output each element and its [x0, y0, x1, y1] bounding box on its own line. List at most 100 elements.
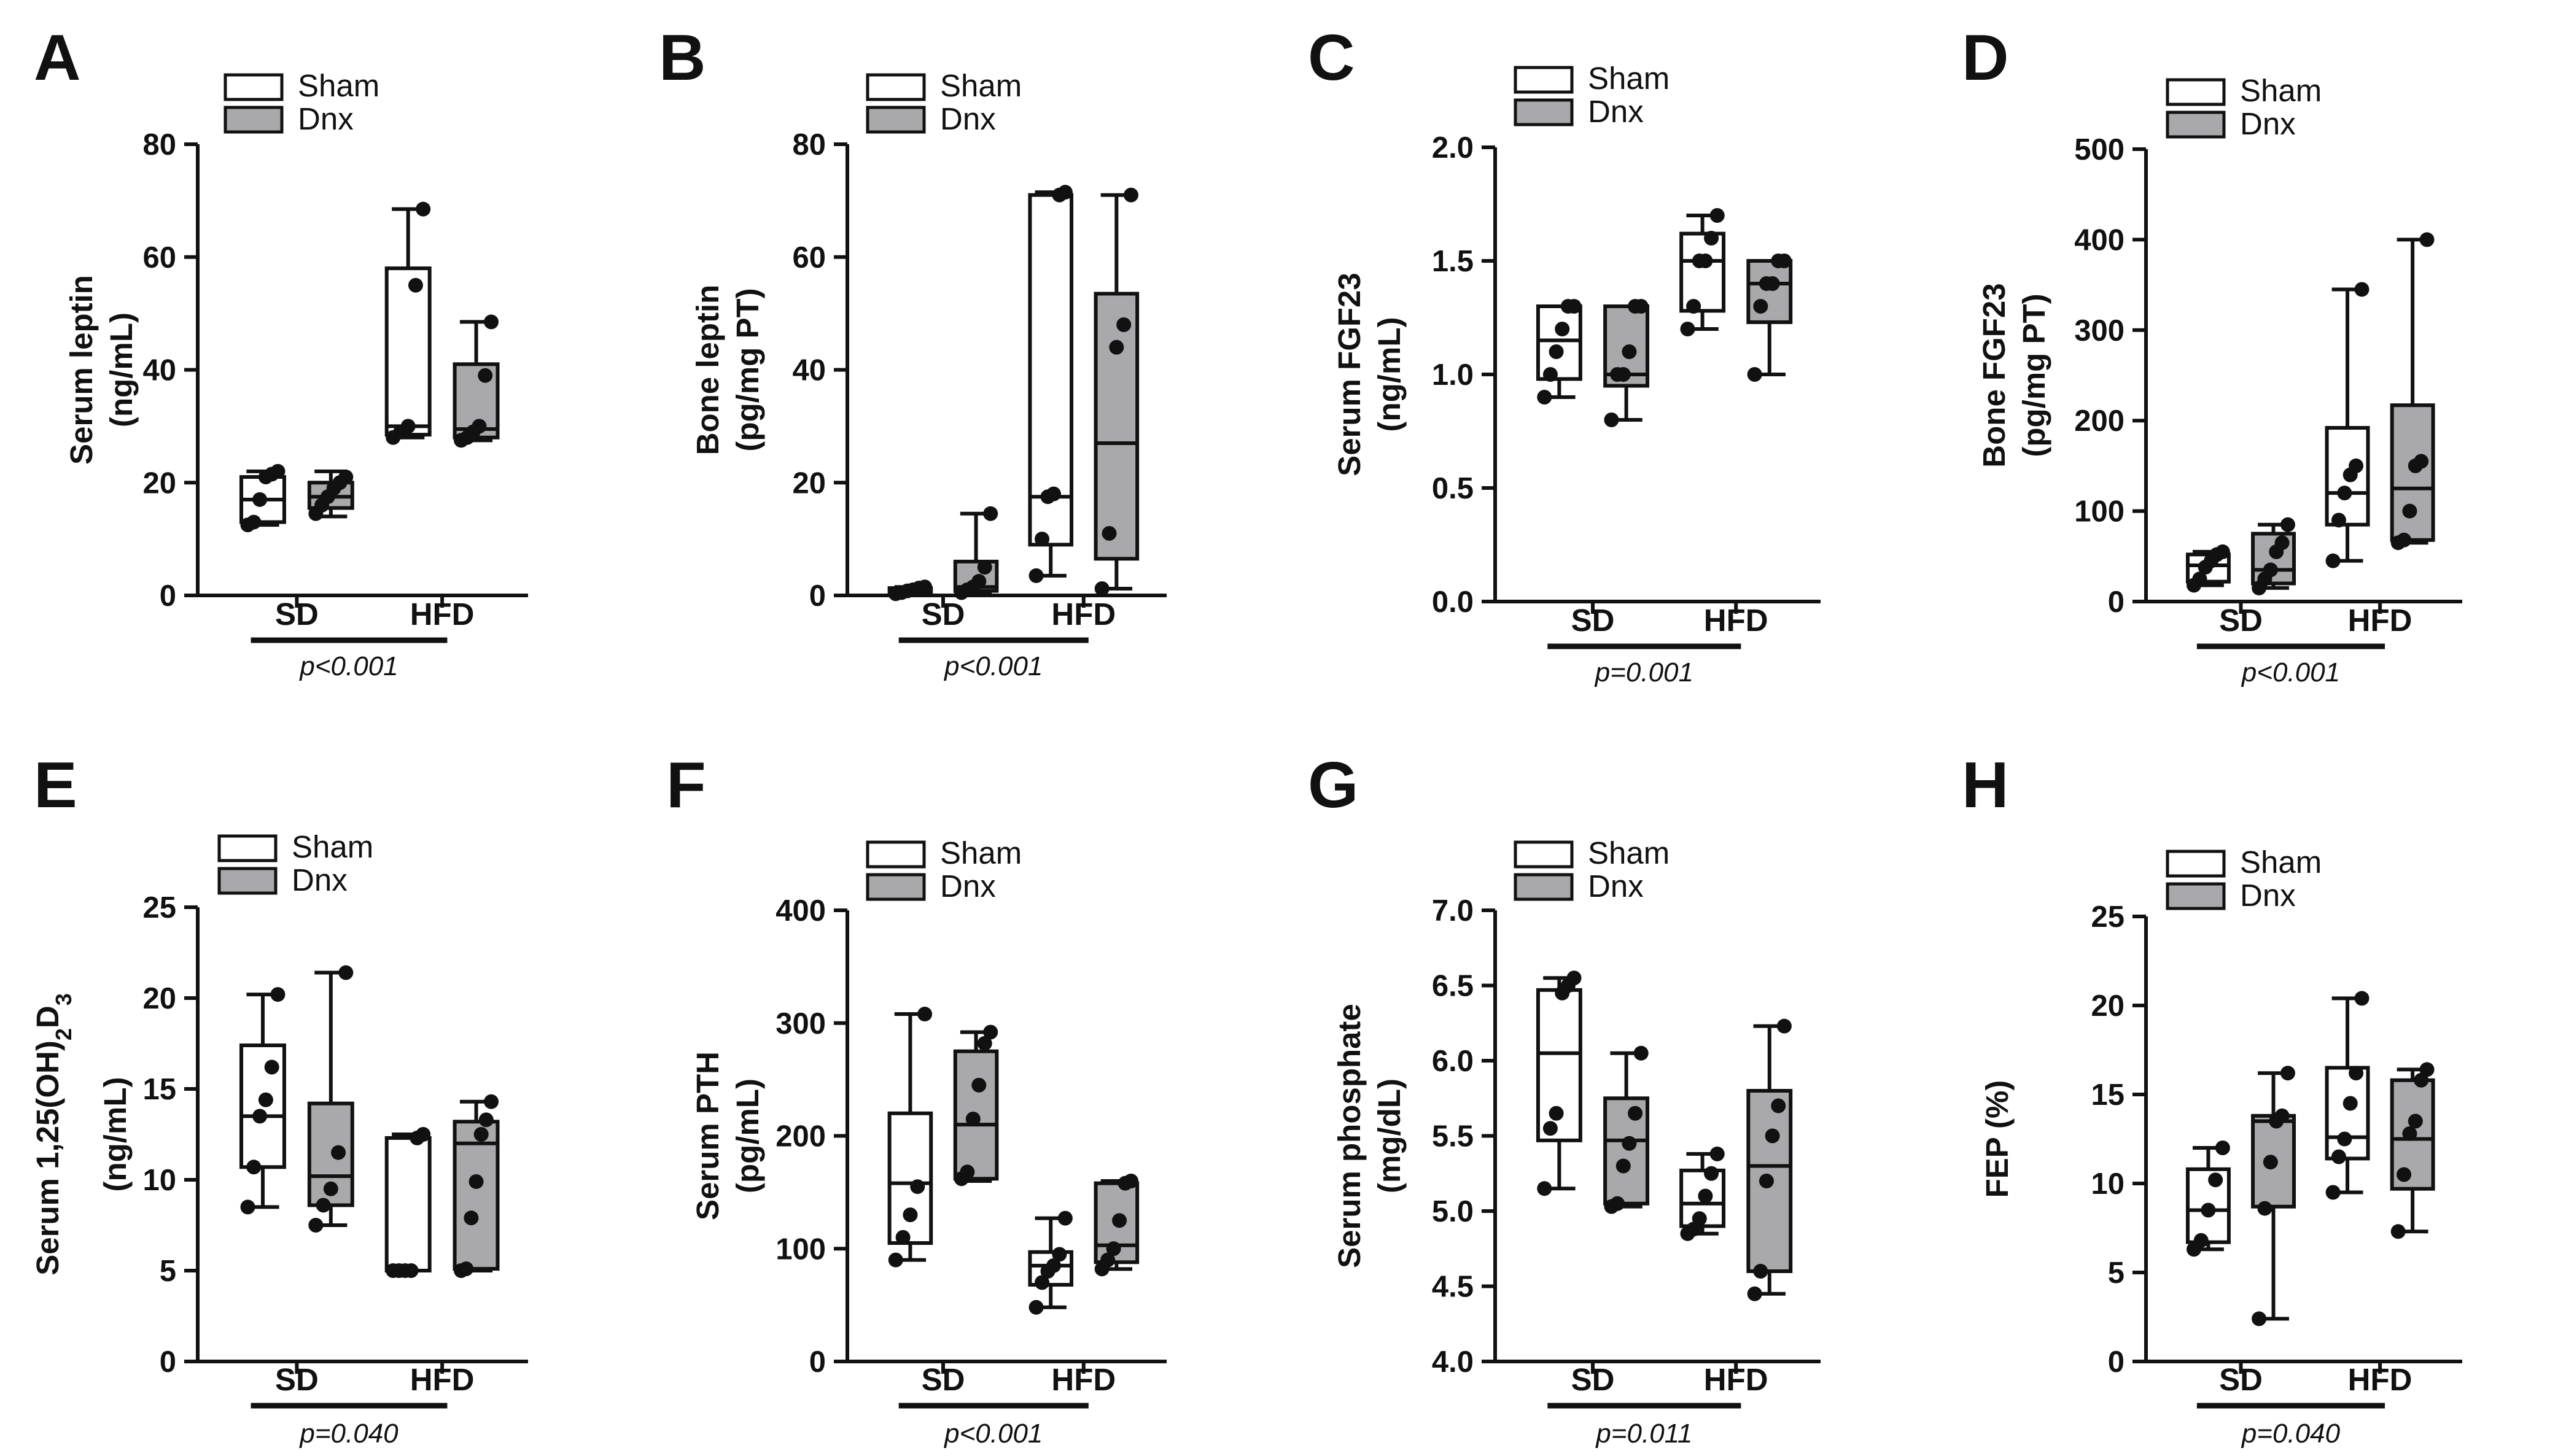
- data-point: [1549, 1106, 1564, 1121]
- data-point: [1124, 187, 1139, 203]
- y-tick-label: 15: [2091, 1078, 2125, 1112]
- category-label-sd: SD: [1571, 603, 1615, 638]
- data-point: [2280, 1066, 2295, 1081]
- data-point: [323, 1181, 338, 1196]
- box-iqr: [1679, 231, 1726, 313]
- box-sham-hfd: [2325, 282, 2370, 568]
- y-axis-title: Serum FGF23: [1332, 273, 1367, 476]
- data-point: [1035, 532, 1050, 547]
- data-point: [2397, 1167, 2412, 1182]
- panel-letter: B: [659, 21, 706, 94]
- data-point: [252, 1109, 268, 1124]
- legend-swatch-dnx: [217, 867, 278, 895]
- panel-letter: E: [34, 749, 77, 821]
- data-point: [1566, 970, 1582, 986]
- data-point: [472, 419, 487, 434]
- legend-swatch-sham: [2166, 850, 2226, 878]
- legend-swatch-sham: [2166, 78, 2226, 106]
- box-sham-hfd: [1679, 1146, 1726, 1241]
- legend-swatch-dnx: [1514, 873, 1574, 901]
- y-axis-units: (mg/dL): [1372, 1078, 1407, 1193]
- data-point: [1555, 322, 1570, 336]
- data-point: [416, 1127, 431, 1142]
- category-label-sd: SD: [1571, 1362, 1615, 1397]
- data-point: [2274, 1108, 2290, 1123]
- box-sham-hfd: [384, 201, 432, 445]
- data-point: [1109, 339, 1124, 355]
- data-point: [1046, 486, 1061, 501]
- category-label-sd: SD: [2219, 603, 2263, 638]
- data-point: [2208, 1172, 2223, 1188]
- y-tick-label: 80: [142, 128, 176, 161]
- y-tick-label: 20: [142, 982, 176, 1015]
- y-axis-title: Bone leptin: [690, 285, 725, 455]
- data-point: [1628, 1106, 1643, 1121]
- y-tick-label: 200: [776, 1120, 826, 1153]
- y-tick-label: 4.0: [1432, 1346, 1474, 1379]
- y-axis-title: FEP (%): [1980, 1080, 2015, 1198]
- data-point: [2263, 562, 2278, 578]
- p-value: p=0.001: [1594, 657, 1693, 687]
- box-dnx-sd: [307, 469, 354, 521]
- data-point: [1057, 185, 1073, 200]
- data-point: [1753, 1264, 1768, 1279]
- data-point: [1116, 317, 1132, 332]
- data-point: [1566, 299, 1582, 314]
- y-tick-label: 25: [2091, 900, 2125, 934]
- panel-letter: A: [34, 21, 81, 94]
- data-point: [1112, 1213, 1127, 1228]
- box-iqr: [453, 1120, 500, 1271]
- data-point: [246, 514, 262, 530]
- data-point: [1542, 1121, 1558, 1136]
- data-point: [2252, 1311, 2267, 1326]
- box-dnx-hfd: [453, 314, 500, 448]
- legend-label-dnx: Dnx: [292, 862, 348, 897]
- p-value: p<0.001: [943, 1419, 1043, 1449]
- box-dnx-hfd: [1746, 254, 1793, 382]
- box-dnx-sd: [307, 965, 354, 1233]
- box-sham-sd: [887, 579, 933, 602]
- data-point: [1615, 367, 1631, 382]
- data-point: [2337, 486, 2352, 501]
- data-point: [1759, 1174, 1774, 1188]
- data-point: [1698, 254, 1713, 268]
- data-point: [2192, 571, 2207, 587]
- data-point: [252, 492, 268, 507]
- category-label-hfd: HFD: [1051, 1362, 1116, 1397]
- data-point: [468, 1174, 484, 1189]
- data-point: [484, 1094, 499, 1109]
- legend-label-sham: Sham: [1588, 61, 1670, 96]
- y-tick-label: 0: [2108, 1346, 2125, 1379]
- panel-letter: D: [1962, 21, 2009, 94]
- y-tick-label: 10: [142, 1164, 176, 1197]
- data-point: [1776, 1018, 1792, 1034]
- box-sham-hfd: [1028, 185, 1074, 583]
- panel-letter: F: [666, 749, 706, 821]
- data-point: [2419, 232, 2435, 247]
- data-point: [2354, 991, 2369, 1006]
- data-point: [1622, 344, 1637, 359]
- box-dnx-hfd: [2390, 1062, 2435, 1239]
- legend-label-sham: Sham: [2240, 845, 2322, 880]
- data-point: [2408, 1113, 2423, 1129]
- data-point: [1549, 344, 1564, 359]
- data-point: [1622, 1136, 1637, 1151]
- data-point: [416, 201, 431, 217]
- box-iqr: [1094, 292, 1140, 561]
- box-dnx-sd: [953, 506, 999, 600]
- y-axis-units: (ng/mL): [98, 1077, 133, 1192]
- y-axis-title: Bone FGF23: [1977, 283, 2012, 467]
- box-dnx-hfd: [2390, 232, 2435, 551]
- y-tick-label: 0: [160, 579, 176, 613]
- panel-letter: G: [1308, 749, 1358, 821]
- box-iqr: [2325, 425, 2370, 527]
- data-point: [1776, 254, 1792, 268]
- y-tick-label: 60: [792, 241, 826, 274]
- data-point: [1615, 1158, 1631, 1174]
- data-point: [983, 1024, 998, 1040]
